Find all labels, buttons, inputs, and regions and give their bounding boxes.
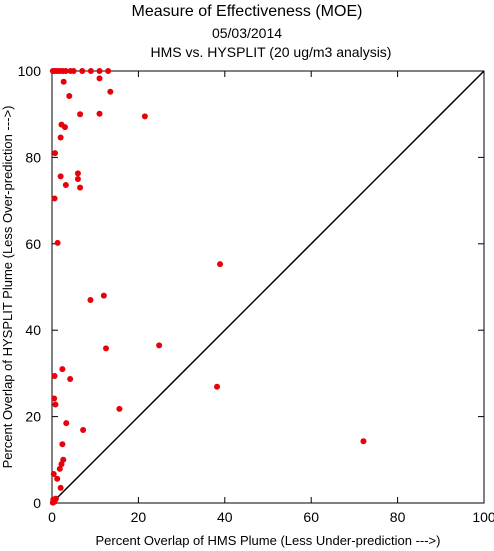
data-point — [52, 401, 59, 408]
x-tick-label: 100 — [472, 509, 494, 525]
data-point — [141, 113, 148, 120]
y-tick-label: 80 — [25, 149, 41, 165]
data-point — [116, 405, 123, 412]
data-point — [360, 438, 367, 445]
data-point — [62, 182, 69, 189]
data-point — [57, 173, 64, 180]
data-point — [80, 426, 87, 433]
data-point — [74, 170, 81, 177]
data-point — [58, 461, 65, 468]
plot-frame — [51, 70, 485, 504]
y-tick-label: 100 — [18, 63, 42, 79]
data-point — [214, 383, 221, 390]
data-point — [70, 68, 77, 74]
data-point — [63, 420, 70, 427]
data-point — [54, 239, 61, 246]
data-point — [100, 292, 107, 299]
data-point — [56, 465, 63, 472]
data-point — [62, 68, 69, 74]
data-point — [74, 176, 81, 182]
data-point — [77, 184, 84, 191]
data-point — [60, 78, 67, 85]
data-point — [107, 88, 114, 95]
x-tick-label: 0 — [48, 509, 56, 525]
data-point — [96, 75, 103, 82]
data-point — [49, 499, 56, 506]
x-tick-label: 60 — [303, 509, 319, 525]
chart-title: Measure of Effectiveness (MOE) — [132, 3, 363, 20]
data-point — [54, 475, 61, 482]
data-point — [52, 150, 59, 157]
data-point — [59, 441, 66, 448]
data-point — [57, 134, 64, 141]
data-point — [87, 68, 94, 74]
data-point — [50, 471, 57, 478]
y-tick-label: 0 — [33, 495, 41, 511]
y-axis-label: Percent Overlap of HYSPLIT Plume (Less O… — [0, 106, 15, 469]
chart-subtitle: HMS vs. HYSPLIT (20 ug/m3 analysis) — [151, 44, 392, 60]
reference-diagonal-line — [51, 70, 485, 504]
x-axis-ticks: 0 20 40 60 80 100 — [48, 71, 494, 525]
data-point — [105, 68, 112, 74]
data-point — [217, 261, 224, 268]
chart-date: 05/03/2014 — [212, 25, 282, 41]
data-point — [96, 68, 103, 74]
data-point — [79, 68, 86, 74]
x-tick-label: 80 — [390, 509, 406, 525]
y-tick-label: 60 — [25, 236, 41, 252]
scatter-points — [49, 68, 367, 506]
x-tick-label: 40 — [217, 509, 233, 525]
data-point — [87, 296, 94, 303]
data-point — [57, 484, 64, 491]
data-point — [103, 345, 109, 352]
data-point — [67, 376, 74, 383]
y-tick-label: 20 — [25, 409, 41, 425]
x-tick-label: 20 — [131, 509, 147, 525]
data-point — [59, 366, 66, 373]
data-point — [156, 342, 163, 349]
y-axis-ticks: 0 20 40 60 80 100 — [18, 63, 484, 511]
y-tick-label: 40 — [25, 322, 41, 338]
data-point — [77, 111, 84, 118]
data-point — [51, 372, 58, 379]
data-point — [66, 93, 73, 100]
data-point — [61, 124, 68, 131]
x-axis-label: Percent Overlap of HMS Plume (Less Under… — [96, 533, 441, 548]
data-point — [51, 395, 58, 402]
data-point — [51, 195, 58, 202]
data-point — [96, 110, 103, 117]
